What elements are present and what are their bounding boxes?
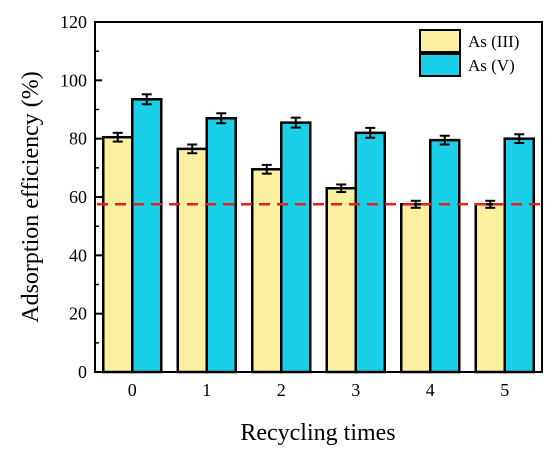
legend-swatch-series1 [419,29,461,53]
bar-series1-5 [474,203,506,374]
bar-series2-0 [131,98,163,374]
bars-layer [102,98,535,374]
legend-swatch-series2 [419,53,461,77]
y-axis-title: Adsorption efficiency (%) [18,71,44,322]
bar-series2-2 [280,121,312,374]
x-tick-label-2: 2 [277,380,286,400]
x-tick-label-0: 0 [128,380,137,400]
y-tick-label-40: 40 [69,245,87,265]
bar-series1-4 [400,203,432,374]
error-bars-layer [112,93,525,209]
legend-label-series1: As (III) [468,32,519,51]
y-axis-ticks: 0 20 40 60 80 100 120 [60,12,102,382]
y-tick-label-0: 0 [78,362,87,382]
bar-series1-0 [102,135,134,374]
legend-label-series2: As (V) [468,56,515,75]
y-tick-label-120: 120 [60,12,87,32]
x-tick-label-1: 1 [202,380,211,400]
bar-series2-3 [354,131,386,374]
x-tick-label-3: 3 [351,380,360,400]
legend: As (III) As (V) [419,29,519,77]
bar-series1-3 [325,187,357,374]
bar-series1-2 [251,168,283,374]
x-tick-label-4: 4 [426,380,435,400]
bar-series2-1 [205,117,237,374]
x-axis-ticks: 0 1 2 3 4 5 [128,366,509,400]
y-tick-label-100: 100 [60,70,87,90]
bar-series1-1 [176,147,208,374]
x-tick-label-5: 5 [500,380,509,400]
bar-series2-5 [503,137,535,374]
y-tick-label-60: 60 [69,187,87,207]
bar-series2-4 [429,138,461,374]
y-tick-label-80: 80 [69,129,87,149]
x-axis-title: Recycling times [240,420,395,446]
y-tick-label-20: 20 [69,304,87,324]
